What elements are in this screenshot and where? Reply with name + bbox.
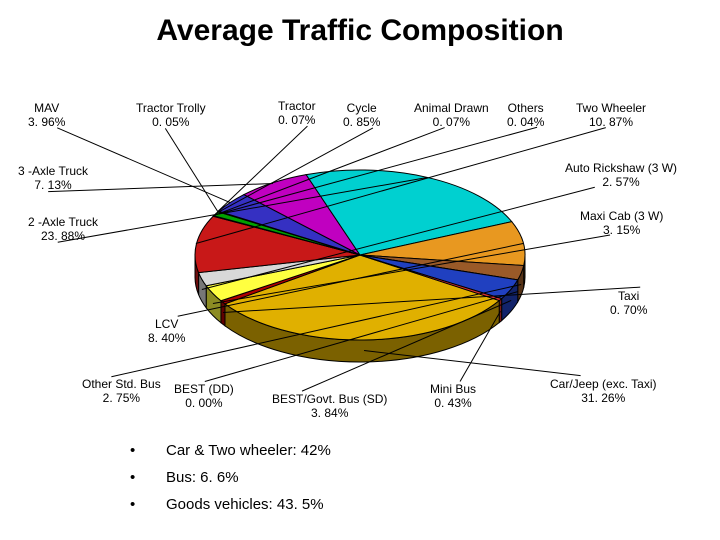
slice-label-name: Taxi: [610, 290, 647, 304]
list-item-label: Bus: 6. 6%: [166, 469, 239, 486]
slice-label: BEST/Govt. Bus (SD)3. 84%: [272, 393, 387, 421]
slice-label-pct: 2. 57%: [565, 176, 677, 190]
list-item-label: Goods vehicles: 43. 5%: [166, 496, 324, 513]
list-item: • Bus: 6. 6%: [130, 469, 331, 486]
slice-label-name: Auto Rickshaw (3 W): [565, 162, 677, 176]
slice-label: 2 -Axle Truck23. 88%: [28, 216, 98, 244]
slice-label-pct: 31. 26%: [550, 392, 656, 406]
slice-label-name: Tractor: [278, 100, 316, 114]
slice-label: Tractor Trolly0. 05%: [136, 102, 206, 130]
slice-label: MAV3. 96%: [28, 102, 65, 130]
slice-label-name: Mini Bus: [430, 383, 476, 397]
list-item-label: Car & Two wheeler: 42%: [166, 442, 331, 459]
slice-label-name: Animal Drawn: [414, 102, 489, 116]
slice-label-pct: 0. 07%: [278, 114, 316, 128]
slice-label-name: Cycle: [343, 102, 380, 116]
slice-label: Taxi0. 70%: [610, 290, 647, 318]
slice-label-pct: 0. 43%: [430, 397, 476, 411]
slice-label-pct: 3. 15%: [580, 224, 663, 238]
list-item: • Goods vehicles: 43. 5%: [130, 496, 331, 513]
slice-label-name: Others: [507, 102, 544, 116]
slice-label: Car/Jeep (exc. Taxi)31. 26%: [550, 378, 656, 406]
slice-label-pct: 0. 05%: [136, 116, 206, 130]
slice-label-pct: 0. 70%: [610, 304, 647, 318]
slice-label-pct: 0. 85%: [343, 116, 380, 130]
slice-label-pct: 0. 04%: [507, 116, 544, 130]
slice-label-pct: 2. 75%: [82, 392, 161, 406]
slice-label-name: Two Wheeler: [576, 102, 646, 116]
slice-label: Animal Drawn0. 07%: [414, 102, 489, 130]
summary-list: • Car & Two wheeler: 42% • Bus: 6. 6% • …: [130, 442, 331, 523]
slice-label: LCV8. 40%: [148, 318, 185, 346]
slice-label-pct: 3. 84%: [272, 407, 387, 421]
slice-label-name: Tractor Trolly: [136, 102, 206, 116]
slice-label-name: Other Std. Bus: [82, 378, 161, 392]
bullet-icon: •: [130, 442, 138, 459]
slice-label-name: BEST/Govt. Bus (SD): [272, 393, 387, 407]
bullet-icon: •: [130, 469, 138, 486]
slice-label-name: 2 -Axle Truck: [28, 216, 98, 230]
slice-label: Cycle0. 85%: [343, 102, 380, 130]
slice-label-pct: 10. 87%: [576, 116, 646, 130]
slice-label-name: LCV: [148, 318, 185, 332]
slice-label: Maxi Cab (3 W)3. 15%: [580, 210, 663, 238]
slice-label: Others0. 04%: [507, 102, 544, 130]
slice-label-pct: 8. 40%: [148, 332, 185, 346]
slice-label-name: Car/Jeep (exc. Taxi): [550, 378, 656, 392]
slice-label-name: BEST (DD): [174, 383, 234, 397]
slice-label-name: MAV: [28, 102, 65, 116]
slice-label-name: 3 -Axle Truck: [18, 165, 88, 179]
list-item: • Car & Two wheeler: 42%: [130, 442, 331, 459]
bullet-icon: •: [130, 496, 138, 513]
slice-label-name: Maxi Cab (3 W): [580, 210, 663, 224]
slice-label: Tractor0. 07%: [278, 100, 316, 128]
slice-label: Other Std. Bus2. 75%: [82, 378, 161, 406]
slice-label: Mini Bus0. 43%: [430, 383, 476, 411]
slice-label: 3 -Axle Truck7. 13%: [18, 165, 88, 193]
slice-label: Two Wheeler10. 87%: [576, 102, 646, 130]
slice-label: BEST (DD)0. 00%: [174, 383, 234, 411]
page-title: Average Traffic Composition: [0, 14, 720, 48]
slice-label: Auto Rickshaw (3 W)2. 57%: [565, 162, 677, 190]
slice-label-pct: 0. 00%: [174, 397, 234, 411]
slice-label-pct: 0. 07%: [414, 116, 489, 130]
